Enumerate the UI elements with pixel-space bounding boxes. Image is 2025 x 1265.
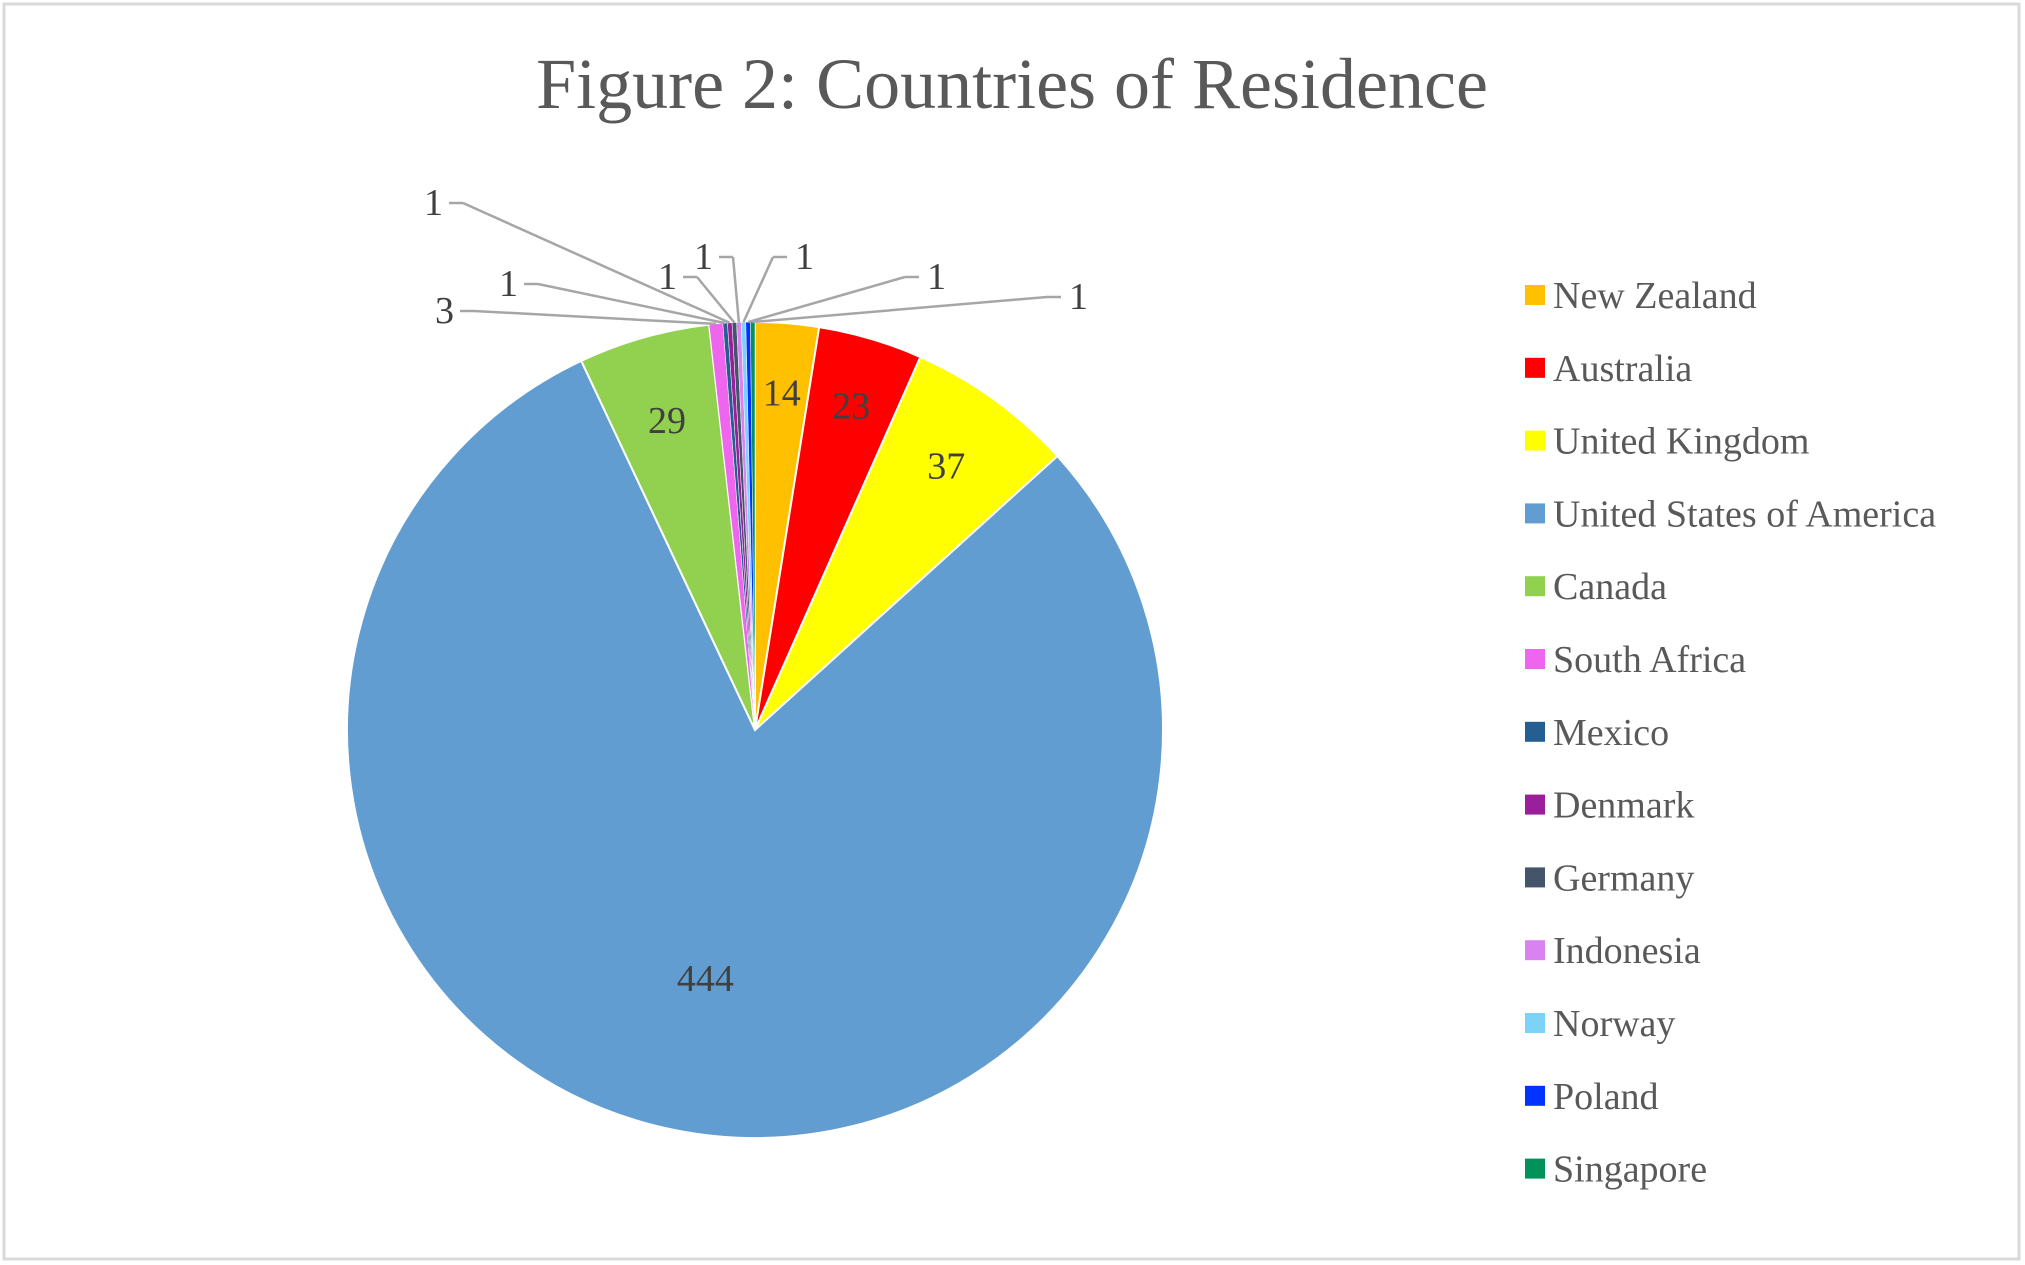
leader-line-norway: [742, 256, 775, 323]
legend-swatch-indonesia: [1525, 940, 1545, 961]
legend-swatch-mexico: [1525, 721, 1545, 742]
legend-label-singapore: Singapore: [1553, 1149, 1707, 1191]
legend-label-united-kingdom: United Kingdom: [1553, 421, 1809, 463]
legend-item-germany: Germany: [1525, 857, 1694, 899]
leader-line-singapore: [752, 295, 1048, 324]
chart-title: Figure 2: Countries of Residence: [536, 44, 1488, 124]
data-label-canada: 29: [648, 400, 686, 442]
legend: New Zealand Australia United Kingdom United…: [1525, 275, 1936, 1191]
leader-line-germany: [696, 276, 736, 324]
legend-swatch-new-zealand: [1525, 285, 1545, 305]
pie-slice-united-kingdom: [754, 355, 1059, 731]
legend-swatch-denmark: [1525, 794, 1545, 815]
legend-item-united-states-of-america: United States of America: [1525, 493, 1936, 535]
leader-line-indonesia: [731, 256, 741, 323]
legend-label-south-africa: South Africa: [1553, 639, 1746, 681]
data-label-south-africa: 3: [435, 290, 454, 332]
legend-item-norway: Norway: [1525, 1003, 1675, 1045]
legend-label-mexico: Mexico: [1553, 712, 1669, 754]
legend-item-canada: Canada: [1525, 566, 1667, 608]
legend-swatch-canada: [1525, 576, 1545, 597]
legend-item-denmark: Denmark: [1525, 785, 1694, 827]
legend-item-new-zealand: New Zealand: [1525, 275, 1757, 317]
legend-item-singapore: Singapore: [1525, 1149, 1707, 1191]
data-label-united-states-of-america: 444: [677, 958, 734, 1000]
legend-label-norway: Norway: [1553, 1003, 1675, 1045]
legend-label-poland: Poland: [1553, 1076, 1659, 1118]
data-label-poland: 1: [927, 256, 946, 298]
data-label-indonesia: 1: [694, 236, 713, 278]
data-label-new-zealand: 14: [763, 372, 801, 414]
data-label-australia: 23: [832, 385, 870, 427]
data-label-norway: 1: [795, 236, 814, 278]
legend-swatch-australia: [1525, 357, 1545, 378]
data-label-singapore: 1: [1069, 276, 1088, 318]
legend-label-united-states-of-america: United States of America: [1553, 493, 1936, 535]
data-label-germany: 1: [658, 256, 677, 298]
legend-label-australia: Australia: [1553, 348, 1692, 390]
legend-label-indonesia: Indonesia: [1553, 930, 1701, 972]
leader-line-poland: [747, 275, 906, 324]
leader-line-south-africa: [473, 309, 717, 326]
legend-label-canada: Canada: [1553, 566, 1667, 608]
legend-swatch-poland: [1525, 1085, 1545, 1106]
data-label-united-kingdom: 37: [927, 446, 965, 488]
legend-item-indonesia: Indonesia: [1525, 930, 1701, 972]
legend-swatch-south-africa: [1525, 649, 1545, 669]
leader-line-mexico: [537, 282, 726, 325]
legend-swatch-united-states-of-america: [1525, 503, 1545, 524]
legend-item-australia: Australia: [1525, 348, 1692, 390]
legend-label-denmark: Denmark: [1553, 785, 1694, 827]
leader-line-denmark: [462, 201, 731, 324]
legend-item-poland: Poland: [1525, 1076, 1659, 1118]
legend-label-new-zealand: New Zealand: [1553, 275, 1757, 317]
legend-item-united-kingdom: United Kingdom: [1525, 421, 1809, 463]
legend-item-south-africa: South Africa: [1525, 639, 1746, 681]
data-label-denmark: 1: [424, 182, 443, 224]
legend-swatch-norway: [1525, 1013, 1545, 1033]
leader-lines: [449, 201, 1061, 326]
legend-swatch-germany: [1525, 867, 1545, 888]
legend-swatch-singapore: [1525, 1158, 1545, 1179]
legend-label-germany: Germany: [1553, 857, 1694, 899]
legend-item-mexico: Mexico: [1525, 712, 1669, 754]
pie-slice-united-states-of-america: [346, 359, 1164, 1139]
legend-swatch-united-kingdom: [1525, 430, 1545, 451]
data-label-mexico: 1: [499, 263, 518, 305]
pie-slices: [346, 320, 1164, 1139]
